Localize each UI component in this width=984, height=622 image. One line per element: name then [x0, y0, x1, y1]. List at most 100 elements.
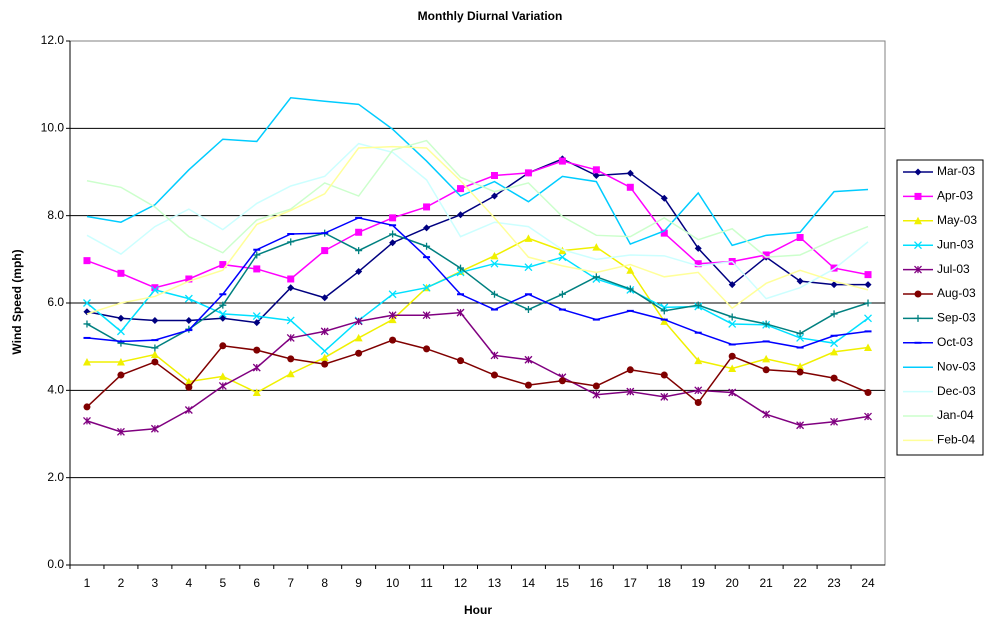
- data-point: [796, 330, 804, 338]
- data-point: [320, 327, 329, 336]
- data-point: [728, 364, 737, 372]
- data-point: [321, 247, 329, 255]
- data-point: [83, 403, 91, 411]
- data-point: [626, 183, 634, 191]
- data-point: [762, 354, 771, 363]
- data-point: [354, 317, 363, 326]
- data-point: [457, 185, 465, 193]
- data-point: [694, 301, 702, 309]
- data-point: [116, 357, 125, 366]
- data-point: [117, 269, 125, 277]
- data-point: [423, 345, 431, 353]
- x-tick-label: 10: [386, 576, 400, 590]
- legend-label: May-03: [937, 213, 977, 227]
- data-point: [762, 410, 771, 419]
- x-axis-label: Hour: [464, 603, 492, 617]
- data-point: [592, 171, 600, 179]
- x-tick-label: 4: [186, 576, 193, 590]
- data-point: [830, 417, 839, 426]
- data-point: [796, 368, 804, 376]
- x-tick-label: 9: [355, 576, 362, 590]
- legend-label: Aug-03: [937, 286, 976, 300]
- data-point: [82, 357, 91, 366]
- data-point: [660, 194, 668, 202]
- x-tick-label: 1: [84, 576, 91, 590]
- x-tick-label: 16: [590, 576, 604, 590]
- data-point: [286, 333, 295, 342]
- y-tick-label: 0.0: [47, 557, 64, 571]
- legend-label: Jun-03: [937, 237, 974, 251]
- data-point: [864, 281, 872, 289]
- data-point: [388, 311, 397, 320]
- data-point: [252, 388, 261, 397]
- legend-marker: [914, 290, 922, 298]
- data-point: [830, 374, 838, 382]
- legend-label: Dec-03: [937, 384, 976, 398]
- data-point: [796, 362, 805, 370]
- data-point: [626, 387, 635, 396]
- x-tick-label: 18: [658, 576, 672, 590]
- data-point: [219, 301, 227, 309]
- data-point: [151, 358, 159, 366]
- data-point: [830, 347, 839, 356]
- legend-marker: [914, 241, 922, 250]
- data-point: [796, 421, 805, 430]
- x-tick-label: 3: [152, 576, 159, 590]
- data-point: [626, 285, 634, 293]
- x-tick-label: 6: [253, 576, 260, 590]
- data-point: [830, 281, 838, 289]
- series-line: [86, 160, 869, 289]
- data-point: [660, 392, 669, 401]
- data-point: [389, 239, 397, 247]
- data-point: [592, 243, 601, 251]
- data-point: [287, 284, 295, 292]
- data-point: [83, 320, 91, 328]
- x-tick-label: 21: [759, 576, 773, 590]
- data-point: [388, 315, 397, 324]
- y-tick-label: 12.0: [41, 33, 65, 47]
- data-point: [762, 251, 770, 259]
- data-point: [592, 166, 600, 174]
- legend-label: Sep-03: [937, 311, 976, 325]
- data-point: [457, 357, 465, 365]
- data-point: [524, 306, 532, 314]
- legend-marker: [914, 168, 922, 176]
- y-tick-label: 10.0: [41, 121, 65, 135]
- data-point: [830, 310, 838, 318]
- data-point: [592, 390, 601, 399]
- data-point: [389, 230, 397, 238]
- x-tick-label: 11: [420, 576, 433, 590]
- data-point: [116, 427, 125, 436]
- data-point: [762, 320, 770, 328]
- data-point: [286, 316, 295, 325]
- data-point: [490, 259, 499, 268]
- series-line: [86, 145, 869, 315]
- legend-label: Oct-03: [937, 335, 973, 349]
- data-point: [287, 355, 295, 363]
- x-tick-label: 15: [556, 576, 570, 590]
- legend-label: Feb-04: [937, 433, 975, 447]
- data-point: [490, 251, 499, 260]
- legend-label: Mar-03: [937, 164, 975, 178]
- data-point: [184, 294, 193, 303]
- data-point: [253, 251, 261, 259]
- legend-marker: [914, 216, 922, 225]
- data-point: [151, 284, 159, 292]
- x-tick-label: 22: [793, 576, 807, 590]
- data-point: [422, 283, 431, 292]
- x-tick-label: 7: [287, 576, 294, 590]
- data-point: [796, 234, 804, 241]
- data-point: [864, 271, 872, 279]
- data-point: [558, 157, 566, 165]
- data-point: [184, 377, 193, 386]
- y-tick-label: 4.0: [47, 383, 64, 397]
- data-point: [150, 350, 159, 359]
- data-point: [796, 333, 805, 342]
- x-tick-label: 24: [861, 576, 875, 590]
- data-point: [423, 224, 431, 232]
- data-point: [83, 299, 91, 307]
- data-point: [660, 229, 668, 237]
- legend: [896, 159, 984, 456]
- data-point: [558, 377, 566, 385]
- data-point: [422, 311, 431, 320]
